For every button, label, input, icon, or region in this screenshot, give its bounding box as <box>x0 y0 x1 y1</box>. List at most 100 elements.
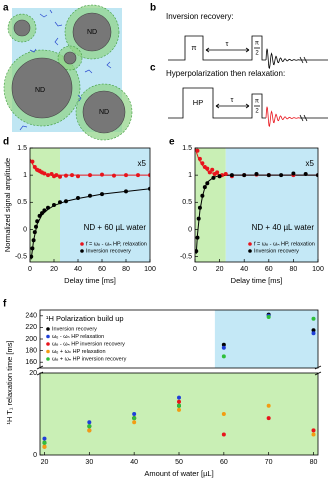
shaded-region <box>225 148 318 262</box>
chart-title: ¹H Polarization build up <box>46 314 124 323</box>
pulse-sequence <box>168 87 266 119</box>
data-point <box>42 440 47 445</box>
x-tick-label: 80 <box>310 459 318 466</box>
panel-letter: b <box>150 3 156 14</box>
nanodiamond <box>11 57 73 119</box>
data-point <box>31 238 36 243</box>
data-point <box>112 173 116 178</box>
legend-marker <box>46 327 50 331</box>
data-point <box>177 407 181 412</box>
pulse-label: HP <box>193 98 203 107</box>
data-point <box>58 174 62 179</box>
y-tick-label: 0 <box>188 226 192 233</box>
data-point <box>87 420 92 425</box>
annotation: ND + 40 µL water <box>252 223 315 232</box>
legend-marker <box>80 249 84 253</box>
pulse-label: π <box>255 99 259 105</box>
legend-marker <box>80 242 84 246</box>
data-point <box>30 246 35 251</box>
legend-marker <box>46 334 50 339</box>
data-point <box>177 403 181 408</box>
x-tick-label: 100 <box>312 266 324 273</box>
data-point <box>217 174 222 179</box>
legend-marker <box>248 242 252 246</box>
data-point <box>58 200 62 205</box>
annotation: x5 <box>306 159 315 168</box>
data-point <box>42 444 47 449</box>
illustration: ND ND ND <box>3 4 133 141</box>
data-point <box>124 189 128 194</box>
data-point <box>311 428 316 433</box>
data-point <box>242 173 247 178</box>
data-point <box>266 173 271 178</box>
data-point <box>100 172 104 177</box>
data-point <box>195 249 199 254</box>
data-point <box>221 412 226 416</box>
panel-letter: e <box>169 137 175 148</box>
data-point <box>221 345 226 350</box>
axes-frame <box>29 147 151 263</box>
pulse-label: 2 <box>255 109 259 115</box>
y-tick-label: -0.5 <box>180 253 192 260</box>
x-tick-label: 30 <box>85 459 93 466</box>
data-point <box>316 173 318 178</box>
y-axis-label: Normalized signal amplitude <box>3 158 12 252</box>
legend-marker <box>46 342 50 346</box>
delay-label: τ <box>226 39 229 48</box>
axis-break <box>36 371 44 376</box>
shaded-region <box>60 148 150 262</box>
data-point <box>35 219 40 224</box>
data-point <box>32 165 37 169</box>
data-point <box>177 399 181 404</box>
y-axis-label: ¹H T₁ relaxation time [ms] <box>5 340 14 424</box>
x-axis-label: Delay time [ms] <box>64 276 116 285</box>
legend-label: ωₑ - ωₙ HP relaxation <box>52 334 104 340</box>
y-tick-label: 160 <box>25 359 37 366</box>
data-point <box>303 172 308 177</box>
delay-label: τ <box>231 95 234 104</box>
legend-label: Inversion recovery <box>86 248 131 254</box>
y-tick-label: 20 <box>29 370 37 377</box>
legend-label: Inversion recovery <box>254 248 299 254</box>
data-point <box>205 181 210 186</box>
legend-marker <box>46 349 50 354</box>
y-tick-label: 1.5 <box>182 145 192 152</box>
y-tick-label: 240 <box>25 313 37 320</box>
data-point <box>40 211 44 216</box>
data-point <box>311 331 316 336</box>
data-point <box>148 173 150 178</box>
data-point <box>279 173 284 178</box>
axes-frame <box>194 147 319 263</box>
annotation: x5 <box>138 159 147 168</box>
delay-arrow <box>215 103 250 109</box>
data-point <box>88 193 92 198</box>
data-point <box>207 170 212 175</box>
delay-arrow <box>205 47 250 53</box>
panel-letter: f <box>3 299 7 310</box>
legend-label: f = ωₑ - ωₙ HP, relaxation <box>254 241 315 247</box>
x-tick-label: 40 <box>74 266 82 273</box>
data-point <box>254 172 259 177</box>
y-tick-label: 0 <box>23 226 27 233</box>
data-point <box>46 205 50 210</box>
plot-area <box>30 148 150 262</box>
x-axis-label: Amount of water [µL] <box>144 469 213 478</box>
data-point <box>221 354 226 359</box>
x-tick-label: 0 <box>28 266 32 273</box>
pulse-label: π <box>191 43 196 52</box>
nd-label: ND <box>35 87 45 94</box>
shaded-region <box>214 310 318 368</box>
x-tick-label: 20 <box>41 459 49 466</box>
data-point <box>100 192 104 197</box>
data-point <box>221 432 226 437</box>
plot-area <box>40 310 318 455</box>
y-tick-label: 0.5 <box>17 199 27 206</box>
pulse-label: π <box>255 41 259 47</box>
pulse-sequence <box>168 35 266 61</box>
y-tick-label: 0.5 <box>182 199 192 206</box>
data-point <box>148 186 150 191</box>
data-point <box>205 166 210 171</box>
nanodiamond <box>13 19 31 37</box>
data-point <box>42 208 47 213</box>
x-tick-label: 100 <box>144 266 156 273</box>
